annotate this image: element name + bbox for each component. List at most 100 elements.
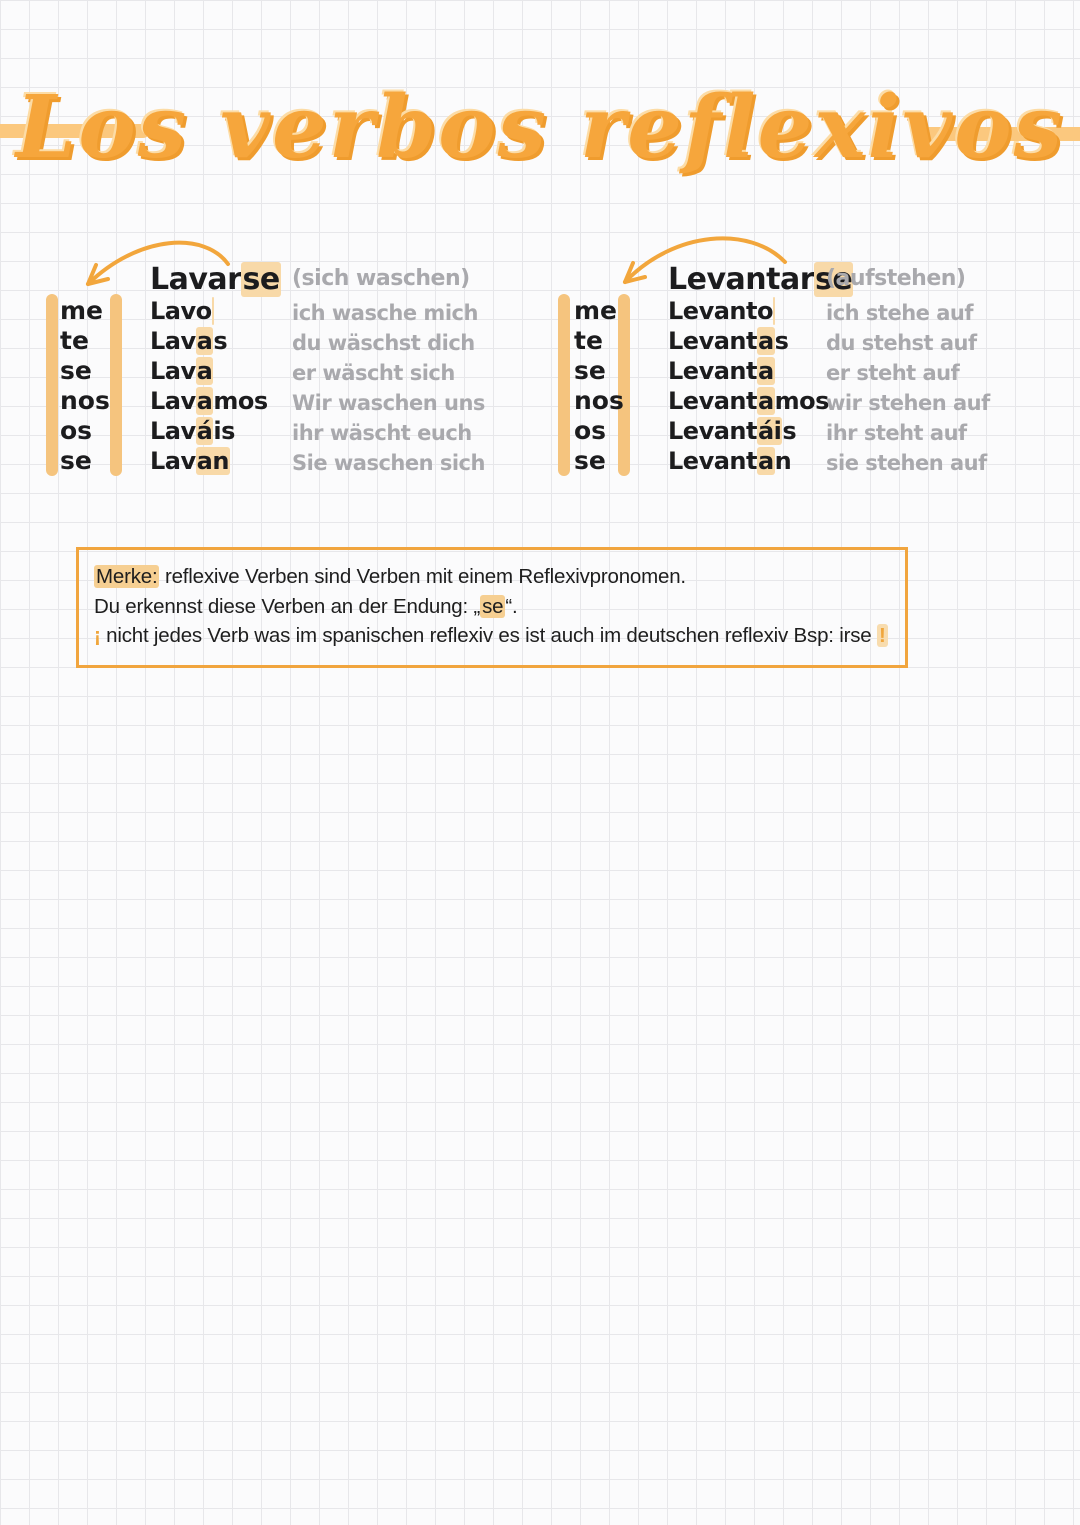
verb-ending: n: [774, 447, 792, 475]
verb-form: Levanta: [668, 356, 829, 386]
verb-ending-highlight: a: [195, 387, 214, 415]
verb-ending-highlight: a: [195, 327, 214, 355]
verb-ending: is: [213, 417, 235, 445]
infinitive-levantarse: Levantarse: [668, 262, 854, 297]
pronoun-label: os: [60, 416, 93, 445]
verb-form: Laváis: [150, 416, 268, 446]
note-box: Merke: reflexive Verben sind Verben mit …: [76, 547, 908, 668]
pronoun-label: te: [60, 326, 89, 355]
pronoun-highlight-bar: [46, 294, 58, 476]
german-translation: er steht auf: [826, 361, 960, 385]
verb-ending-highlight: a: [195, 357, 214, 385]
german-translation: du stehst auf: [826, 331, 977, 355]
note-text: nicht jedes Verb was im spanischen refle…: [100, 624, 878, 647]
pronoun-label: nos: [574, 386, 624, 415]
verb-ending-highlight: á: [195, 417, 214, 445]
verb-stem: Levant: [668, 447, 757, 475]
verb-form: Lavamos: [150, 386, 268, 416]
pronoun-label: me: [60, 296, 104, 325]
verb-stem: Lav: [150, 387, 196, 415]
note-text: Du erkennst diese Verben an der Endung: …: [94, 594, 481, 618]
german-translation: Sie waschen sich: [292, 451, 485, 475]
verb-ending-highlight: a: [756, 447, 775, 475]
curved-arrow-icon: [86, 240, 230, 286]
verb-stem: Levant: [668, 387, 757, 415]
pronoun-column: me te se nos os se: [574, 296, 624, 476]
verb-stem: Lav: [150, 417, 196, 445]
pronoun-highlight-bar: [618, 294, 630, 476]
infinitive-stem: Lavar: [150, 262, 242, 297]
conjugation-table-levantarse: Levantarse (aufstehen) me te se nos os s…: [545, 230, 1080, 500]
german-translation-column: ich wasche mich du wäschst dich er wäsch…: [292, 298, 485, 478]
pronoun-label: nos: [60, 386, 110, 415]
pronoun-label: me: [574, 296, 618, 325]
verb-stem: Levanto: [668, 297, 773, 325]
verb-form: Lavan: [150, 446, 268, 476]
verb-stem: Levant: [668, 417, 757, 445]
reflexive-ending-highlight: se: [814, 262, 854, 297]
infinitive-translation: (aufstehen): [826, 266, 966, 291]
verb-ending: mos: [774, 387, 830, 415]
pronoun-label: se: [574, 356, 606, 385]
pronoun-label: te: [574, 326, 603, 355]
verb-form: Lava: [150, 356, 268, 386]
german-translation: ich wasche mich: [292, 301, 478, 325]
verb-ending: mos: [213, 387, 268, 415]
german-translation-column: ich stehe auf du stehst auf er steht auf…: [826, 298, 990, 478]
conjugation-table-lavarse: Lavarse (sich waschen) me te se nos os s…: [30, 230, 535, 500]
pronoun-highlight-bar: [110, 294, 122, 476]
note-line-3: ¡ nicht jedes Verb was im spanischen ref…: [94, 621, 890, 651]
verb-column: Lavo Lavas Lava Lavamos Laváis Lavan: [150, 296, 268, 476]
verb-stem: Lav: [150, 357, 196, 385]
verb-form: Levanto: [668, 296, 829, 326]
verb-ending-highlight: a: [756, 357, 775, 385]
exclamation-mark: !: [877, 624, 888, 647]
verb-form: Levantas: [668, 326, 829, 356]
note-line-1: Merke: reflexive Verben sind Verben mit …: [94, 562, 890, 592]
verb-ending-highlight: an: [195, 447, 230, 475]
german-translation: ihr wäscht euch: [292, 421, 472, 445]
verb-ending: s: [213, 327, 228, 355]
infinitive-stem: Levantar: [668, 262, 815, 297]
verb-form: Levantan: [668, 446, 829, 476]
infinitive-translation: (sich waschen): [292, 266, 470, 291]
verb-stem: Lav: [150, 327, 196, 355]
verb-stem: Levant: [668, 327, 757, 355]
pronoun-label: se: [60, 356, 92, 385]
verb-stem: Lavo: [150, 297, 212, 325]
verb-form: Lavas: [150, 326, 268, 356]
verb-ending: s: [774, 327, 789, 355]
verb-form: Lavo: [150, 296, 268, 326]
pronoun-label: se: [574, 446, 606, 475]
se-ending-highlight: se: [480, 594, 506, 618]
infinitive-lavarse: Lavarse: [150, 262, 281, 297]
german-translation: ihr steht auf: [826, 421, 967, 445]
verb-ending-highlight: ái: [756, 417, 783, 445]
verb-form: Levantamos: [668, 386, 829, 416]
german-translation: er wäscht sich: [292, 361, 455, 385]
verb-ending-highlight: a: [756, 387, 775, 415]
verb-column: Levanto Levantas Levanta Levantamos Leva…: [668, 296, 829, 476]
pronoun-highlight-bar: [558, 294, 570, 476]
german-translation: Wir waschen uns: [292, 391, 485, 415]
note-line-2: Du erkennst diese Verben an der Endung: …: [94, 592, 890, 622]
verb-ending-highlight: [211, 297, 214, 325]
pronoun-column: me te se nos os se: [60, 296, 110, 476]
verb-stem: Levant: [668, 357, 757, 385]
verb-ending: s: [782, 417, 797, 445]
title-divider-right: [913, 127, 1080, 141]
german-translation: sie stehen auf: [826, 451, 987, 475]
inverted-exclamation-mark: ¡: [94, 624, 101, 647]
merke-highlight: Merke:: [94, 565, 160, 588]
verb-stem: Lav: [150, 447, 196, 475]
german-translation: du wäschst dich: [292, 331, 475, 355]
pronoun-label: se: [60, 446, 92, 475]
title-divider-left: [0, 124, 150, 138]
pronoun-label: os: [574, 416, 607, 445]
page-title: Los verbos reflexivos: [15, 77, 1065, 178]
german-translation: wir stehen auf: [826, 391, 990, 415]
verb-ending-highlight: a: [756, 327, 775, 355]
verb-form: Levantáis: [668, 416, 829, 446]
note-text: “.: [505, 594, 518, 618]
